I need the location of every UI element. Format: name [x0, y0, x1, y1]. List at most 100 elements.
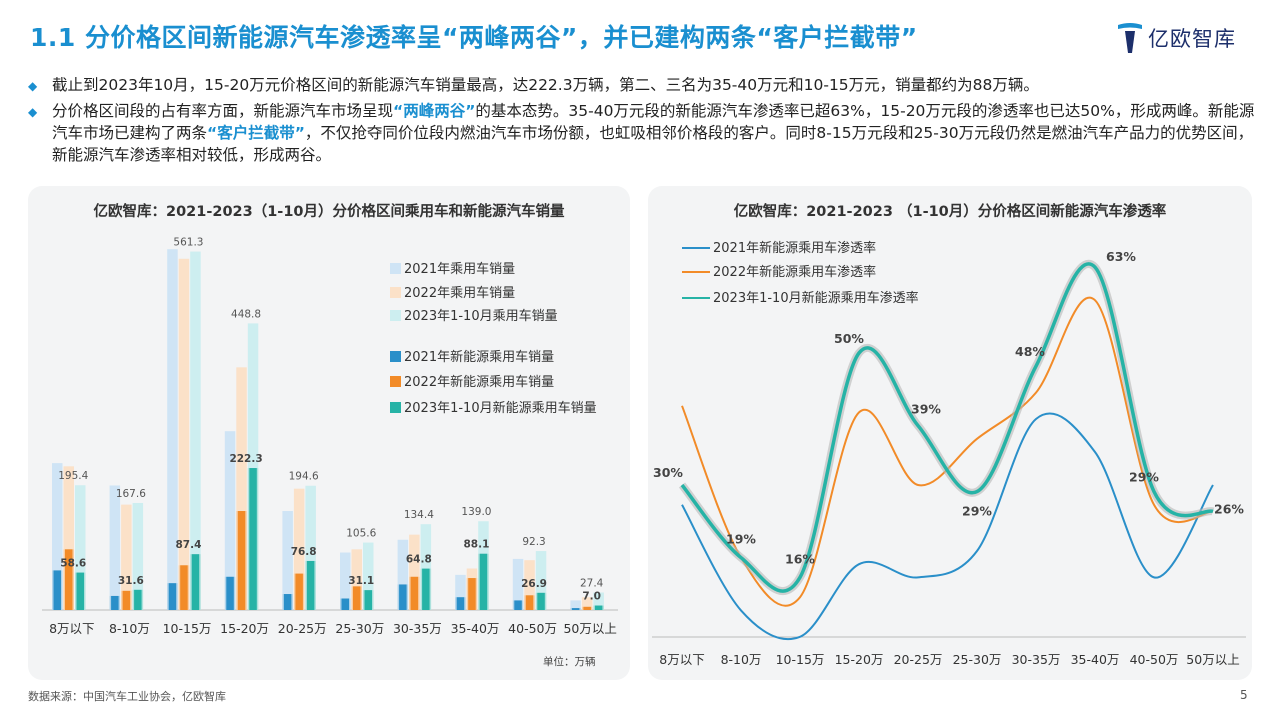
unit-label: 单位：万辆: [543, 655, 596, 668]
bar-total-3: [305, 485, 316, 610]
series-line-2021: [681, 412, 1214, 641]
bar-total-2: [409, 534, 420, 610]
page-number: 5: [1240, 688, 1248, 702]
data-label-2023: 30%: [653, 465, 683, 480]
legend-label: 2023年1-10月新能源乘用车销量: [404, 400, 597, 416]
data-label-2023: 26%: [1214, 501, 1244, 516]
data-label-2023: 29%: [1129, 470, 1159, 485]
bullet-item: ◆ 分价格区间段的占有率方面，新能源汽车市场呈现“两峰两谷”的基本态势。35-4…: [28, 100, 1258, 166]
x-tick-label: 25-30万: [335, 621, 384, 636]
bullet-text-part: 分价格区间段的占有率方面，新能源汽车市场呈现: [52, 102, 394, 120]
legend-label: 2022年新能源乘用车渗透率: [713, 264, 876, 280]
bar-nev-1: [514, 600, 522, 610]
bar-total-2: [293, 488, 305, 610]
total-value-label: 27.4: [580, 578, 604, 590]
bar-nev-1: [283, 594, 292, 610]
legend-label: 2022年乘用车销量: [404, 285, 515, 301]
total-value-label: 195.4: [58, 470, 88, 482]
nev-value-label: 7.0: [582, 591, 601, 603]
total-value-label: 139.0: [461, 506, 491, 518]
bar-nev-1: [399, 584, 407, 610]
line-chart-title: 亿欧智库：2021-2023 （1-10月）分价格区间新能源汽车渗透率: [733, 204, 1167, 220]
bar-total-2: [121, 504, 132, 610]
bar-nev-2: [353, 586, 361, 610]
x-tick-label: 20-25万: [278, 621, 327, 636]
legend-swatch: [390, 287, 401, 298]
legend-swatch: [390, 351, 401, 362]
data-label-2023: 29%: [962, 504, 992, 519]
logo: 亿欧智库: [1116, 18, 1236, 58]
total-value-label: 448.8: [231, 308, 261, 320]
data-label-2023: 39%: [911, 402, 941, 417]
bullet-list: ◆ 截止到2023年10月，15-20万元价格区间的新能源汽车销量最高，达222…: [28, 74, 1258, 169]
x-tick-label: 10-15万: [163, 621, 212, 636]
total-value-label: 561.3: [173, 237, 203, 249]
bar-total-3: [247, 323, 259, 610]
bullet-text-part: ，不仅抢夺同价位段内燃油汽车市场份额，也虹吸相邻价格段的客户。同时8-15万元段…: [52, 124, 1254, 164]
series-line-2022: [681, 296, 1214, 607]
x-tick-label: 8-10万: [721, 652, 762, 667]
bar-total-1: [109, 485, 121, 610]
highlight-two-peaks: “两峰两谷”: [393, 102, 476, 120]
legend-label: 2021年新能源乘用车渗透率: [713, 240, 876, 256]
nev-value-label: 31.6: [118, 575, 144, 587]
bar-nev-2: [237, 511, 246, 610]
x-tick-label: 8万以下: [659, 652, 704, 667]
nev-value-label: 76.8: [291, 546, 317, 558]
bar-nev-2: [525, 595, 534, 610]
bar-nev-3: [249, 468, 257, 610]
bar-total-1: [340, 552, 351, 610]
data-label-2023: 48%: [1015, 344, 1045, 359]
nev-value-label: 31.1: [348, 575, 374, 587]
bar-nev-3: [594, 605, 603, 610]
line-chart-panel: 亿欧智库：2021-2023 （1-10月）分价格区间新能源汽车渗透率 30% 1…: [648, 186, 1252, 680]
bar-total-1: [167, 249, 178, 610]
bar-total-1: [397, 539, 409, 610]
bar-nev-3: [422, 568, 430, 610]
bar-total-1: [224, 431, 236, 610]
bar-total-3: [132, 502, 144, 610]
x-tick-label: 25-30万: [953, 652, 1002, 667]
bar-total-3: [593, 592, 604, 610]
x-tick-label: 30-35万: [393, 621, 442, 636]
bar-total-3: [190, 251, 201, 610]
x-tick-label: 40-50万: [1130, 652, 1179, 667]
bar-total-2: [581, 597, 593, 610]
nev-value-label: 87.4: [175, 539, 201, 551]
diamond-bullet-icon: ◆: [28, 105, 38, 119]
bar-nev-2: [295, 573, 303, 610]
bar-total-2: [178, 258, 190, 610]
bullet-text: 分价格区间段的占有率方面，新能源汽车市场呈现“两峰两谷”的基本态势。35-40万…: [52, 100, 1258, 166]
legend-label: 2023年1-10月新能源乘用车渗透率: [713, 290, 919, 306]
nev-value-label: 64.8: [406, 554, 432, 566]
bar-total-2: [524, 560, 535, 610]
x-tick-label: 15-20万: [835, 652, 884, 667]
bar-nev-1: [571, 608, 580, 610]
bar-total-3: [535, 551, 547, 610]
bar-chart-title: 亿欧智库：2021-2023（1-10月）分价格区间乘用车和新能源汽车销量: [93, 204, 565, 220]
nev-value-label: 88.1: [463, 539, 489, 551]
legend-swatch: [390, 263, 401, 274]
legend-swatch: [390, 310, 401, 321]
bar-total-3: [75, 485, 86, 610]
bar-nev-2: [583, 606, 591, 610]
bullet-item: ◆ 截止到2023年10月，15-20万元价格区间的新能源汽车销量最高，达222…: [28, 74, 1258, 97]
x-tick-label: 50万以上: [563, 621, 616, 636]
x-tick-label: 8-10万: [109, 621, 150, 636]
legend-label: 2021年乘用车销量: [404, 261, 515, 277]
bar-nev-2: [180, 565, 188, 610]
nev-value-label: 58.6: [60, 558, 86, 570]
legend-label: 2021年新能源乘用车销量: [404, 349, 554, 365]
bar-nev-3: [537, 592, 545, 610]
logo-mark-icon: [1118, 23, 1142, 53]
legend-label: 2022年新能源乘用车销量: [404, 374, 554, 390]
bar-nev-1: [53, 570, 61, 610]
bullet-text-part: 的基本态势。35-40万元段的新能源汽车渗透率已超63%，15-20万元段的渗透…: [52, 102, 1255, 142]
nev-value-label: 222.3: [229, 453, 262, 465]
x-tick-label: 30-35万: [1012, 652, 1061, 667]
bar-nev-2: [468, 578, 476, 610]
x-tick-label: 50万以上: [1186, 652, 1239, 667]
series-line-shadow: [678, 260, 1215, 596]
bar-total-3: [363, 542, 374, 610]
data-label-2023: 63%: [1106, 249, 1136, 264]
